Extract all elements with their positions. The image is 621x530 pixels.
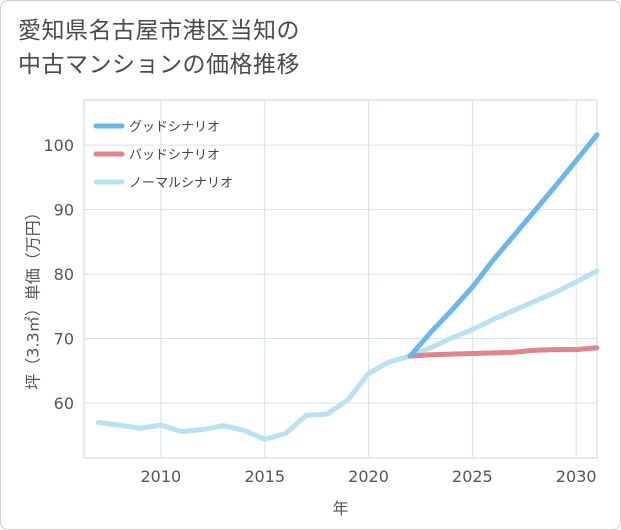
plot-area: [83, 99, 598, 459]
chart-title: 愛知県名古屋市港区当知の 中古マンションの価格推移: [18, 14, 438, 82]
chart-title-line-2: 中古マンションの価格推移: [18, 52, 300, 78]
x-tick-label-2015: 2015: [244, 467, 285, 486]
x-axis-ticks: 2010 2015 2020 2025 2030: [140, 467, 596, 486]
legend-label-good-scenario: グッドシナリオ: [129, 120, 220, 135]
legend-label-normal-scenario: ノーマルシナリオ: [129, 176, 233, 191]
x-tick-label-2020: 2020: [348, 467, 389, 486]
x-tick-label-2025: 2025: [452, 467, 493, 486]
y-tick-label-80: 80: [54, 265, 74, 284]
y-tick-label-70: 70: [54, 330, 74, 349]
legend-label-bad-scenario: バッドシナリオ: [129, 148, 220, 163]
y-tick-label-100: 100: [43, 136, 74, 155]
chart-title-line-1: 愛知県名古屋市港区当知の: [18, 18, 300, 44]
y-axis-title: 坪（3.3㎡）単価（万円）: [24, 204, 43, 389]
x-tick-label-2030: 2030: [556, 467, 597, 486]
grid-lines: [84, 100, 597, 458]
x-axis-title: 年: [332, 499, 348, 518]
series-line-good-scenario: [407, 132, 600, 359]
x-tick-label-2010: 2010: [140, 467, 181, 486]
y-axis-ticks: 60 70 80 90 100: [43, 136, 74, 413]
y-tick-label-60: 60: [54, 394, 74, 413]
series-line-bad-scenario: [407, 345, 600, 359]
series-group: [96, 132, 600, 442]
y-tick-label-90: 90: [54, 201, 74, 220]
series-line-normal-scenario: [96, 268, 600, 442]
